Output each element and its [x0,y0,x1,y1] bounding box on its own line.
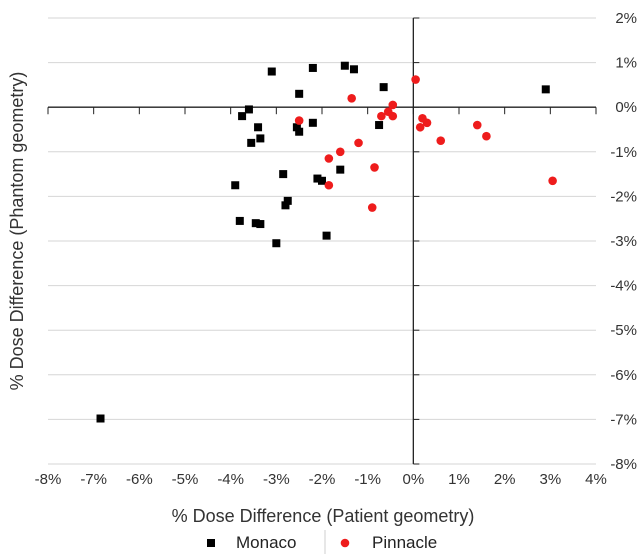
monaco-point [322,231,331,240]
monaco-point [256,220,265,229]
monaco-point [292,123,301,132]
x-axis-title: % Dose Difference (Patient geometry) [172,506,475,526]
monaco-point [267,67,276,76]
pinnacle-point [388,111,398,121]
pinnacle-point [294,116,304,125]
y-tick-label: -2% [610,188,637,205]
x-tick-label: 4% [585,471,607,488]
x-tick-label: 0% [402,471,424,488]
y-tick-label: -3% [610,233,637,250]
monaco-point [238,112,247,121]
monaco-point [283,196,292,205]
monaco-point [308,118,317,127]
monaco-point [231,181,240,190]
y-tick-label: -4% [610,278,637,295]
pinnacle-point [335,147,345,157]
monaco-point [279,170,288,179]
pinnacle-point [436,136,446,145]
tick-labels: -8% -7% -6% -5% -4% -3% -2% -1% 0% 1% 2% 3% 4% 2% 1% 0%… [35,10,637,488]
pinnacle-point [472,120,482,130]
x-tick-label: 2% [494,471,516,488]
x-tick-label: -7% [80,471,107,488]
pinnacle-point [411,75,420,84]
monaco-point [349,65,358,74]
y-axis-title: % Dose Difference (Phantom geometry) [7,72,27,391]
x-tick-label: 1% [448,471,470,488]
legend-marker-monaco [207,539,215,547]
monaco-point [340,61,349,70]
axes [47,17,597,465]
monaco-point [235,216,244,225]
monaco-point [541,85,550,94]
legend: Monaco Pinnacle [207,530,437,554]
monaco-point [272,239,281,248]
x-tick-label: -3% [263,471,290,488]
y-tick-label: 0% [615,99,637,116]
monaco-point [281,201,290,210]
monaco-point [295,127,304,136]
pinnacle-point [388,100,398,110]
monaco-point [96,414,105,423]
pinnacle-point [548,176,557,186]
legend-marker-pinnacle [340,538,350,548]
monaco-point [254,123,263,132]
monaco-point [295,89,304,98]
pinnacle-point [354,138,363,148]
legend-label-pinnacle: Pinnacle [372,533,437,552]
pinnacle-point [367,203,377,212]
data-points [96,61,557,423]
monaco-point [308,63,317,72]
pinnacle-point [324,154,334,163]
pinnacle-point [482,131,491,141]
x-tick-label: -6% [126,471,153,488]
y-tick-label: 1% [615,55,637,72]
y-tick-label: -1% [610,144,637,161]
pinnacle-point [377,111,386,121]
x-tick-label: -5% [172,471,199,488]
monaco-point [247,138,256,147]
x-tick-label: -2% [309,471,336,488]
monaco-point [251,219,260,228]
monaco-point [313,174,322,183]
y-tick-label: -7% [610,411,637,428]
x-tick-label: -1% [354,471,381,488]
y-tick-label: -6% [610,367,637,384]
pinnacle-point [422,118,432,128]
gridlines [48,17,596,465]
legend-label-monaco: Monaco [236,533,296,552]
pinnacle-point [324,180,334,190]
monaco-point [375,121,384,130]
monaco-point [256,134,265,143]
pinnacle-point [370,163,379,172]
y-tick-label: -5% [610,322,637,339]
x-tick-label: 3% [539,471,561,488]
monaco-point [244,105,253,114]
pinnacle-point [415,122,425,132]
x-tick-label: -4% [217,471,244,488]
monaco-point [318,176,326,185]
pinnacle-point [347,93,356,103]
x-tick-label: -8% [35,471,62,488]
monaco-point [336,165,345,174]
y-tick-label: -8% [610,456,637,473]
y-tick-label: 2% [615,10,637,27]
monaco-point [379,83,388,92]
